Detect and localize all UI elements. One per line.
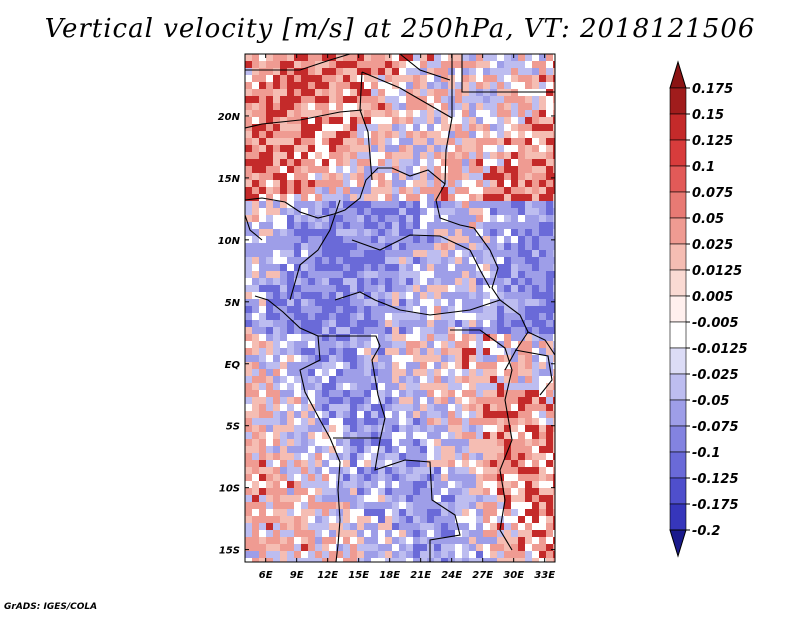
lat-tick: 10N	[218, 236, 555, 247]
colorbar-label: 0.025	[692, 238, 733, 253]
colorbar-label: 0.15	[692, 108, 724, 123]
lat-tick: 5S	[226, 422, 555, 433]
colorbar-swatch	[669, 217, 687, 245]
colorbar-swatch	[669, 477, 687, 505]
colorbar-swatch	[669, 347, 687, 375]
colorbar-swatch	[669, 451, 687, 479]
lon-tick: 24E	[441, 54, 462, 581]
colorbar-swatch	[669, 139, 687, 167]
lon-tick: 33E	[534, 54, 555, 581]
lat-tick-label: 15N	[218, 174, 241, 185]
lon-tick: 30E	[503, 54, 524, 581]
lon-tick-label: 15E	[348, 570, 369, 581]
country-borders	[245, 54, 555, 562]
colorbar-label: -0.025	[692, 368, 739, 383]
colorbar-label: -0.175	[692, 498, 739, 513]
colorbar: 0.175 0.15 0.125 0.1 0.075 0.05 0.025 0.0125 0.0…	[669, 60, 748, 558]
colorbar-label: -0.2	[692, 524, 720, 539]
lon-tick: 6E	[259, 54, 273, 581]
lon-tick: 21E	[410, 54, 431, 581]
lon-tick: 27E	[472, 54, 493, 581]
colorbar-label: 0.125	[692, 134, 733, 149]
lat-tick: 5N	[225, 298, 555, 309]
lat-tick: 15N	[218, 174, 555, 185]
lat-tick-label: 10S	[219, 484, 240, 495]
lon-tick-label: 6E	[259, 570, 273, 581]
lon-tick-label: 9E	[290, 570, 304, 581]
colorbar-swatch	[669, 87, 687, 115]
lon-tick-label: 12E	[317, 570, 338, 581]
lon-tick: 15E	[348, 54, 369, 581]
map-title: Vertical velocity [m/s] at 250hPa, VT: 2…	[44, 14, 756, 44]
lon-tick: 9E	[290, 54, 304, 581]
lon-tick-label: 33E	[534, 570, 555, 581]
colorbar-label: 0.075	[692, 186, 733, 201]
lat-tick-label: EQ	[225, 360, 241, 371]
colorbar-label: 0.05	[692, 212, 724, 227]
lat-tick: EQ	[225, 360, 555, 371]
lat-tick-label: 20N	[218, 112, 241, 123]
colorbar-label: 0.175	[692, 82, 733, 97]
lon-tick-label: 27E	[472, 570, 493, 581]
lon-tick: 12E	[317, 54, 338, 581]
lat-tick: 15S	[219, 546, 555, 557]
colorbar-label: -0.005	[692, 316, 739, 331]
colorbar-swatch	[669, 425, 687, 453]
lon-tick-label: 21E	[410, 570, 431, 581]
colorbar-swatch	[669, 321, 687, 349]
lat-tick-label: 10N	[218, 236, 241, 247]
lat-tick: 20N	[218, 112, 555, 123]
lat-tick-label: 5S	[226, 422, 240, 433]
lon-tick-label: 24E	[441, 570, 462, 581]
colorbar-label: 0.0125	[692, 264, 742, 279]
colorbar-swatch	[669, 191, 687, 219]
grads-credit: GrADS: IGES/COLA	[4, 602, 98, 612]
lat-tick-label: 5N	[225, 298, 241, 309]
colorbar-swatch	[669, 243, 687, 271]
colorbar-bottom-arrow	[669, 529, 687, 558]
colorbar-swatch	[669, 113, 687, 141]
map-frame	[244, 53, 556, 563]
lon-tick: 18E	[379, 54, 400, 581]
lat-tick: 10S	[219, 484, 555, 495]
lon-tick-label: 18E	[379, 570, 400, 581]
colorbar-label: -0.125	[692, 472, 739, 487]
colorbar-swatch	[669, 373, 687, 401]
colorbar-label: -0.05	[692, 394, 729, 409]
longitude-axis: 6E 9E 12E 15E 18E 21E 24E 27E 30E 33E	[259, 54, 555, 581]
colorbar-swatch	[669, 269, 687, 297]
colorbar-label: -0.1	[692, 446, 720, 461]
colorbar-label: -0.0125	[692, 342, 748, 357]
colorbar-label: -0.075	[692, 420, 739, 435]
colorbar-label: 0.005	[692, 290, 733, 305]
colorbar-swatch	[669, 399, 687, 427]
colorbar-swatch	[669, 165, 687, 193]
colorbar-top-arrow	[669, 60, 687, 89]
colorbar-label: 0.1	[692, 160, 715, 175]
latitude-axis: 20N 15N 10N 5N EQ 5S 10S 15S	[218, 112, 555, 557]
colorbar-swatch	[669, 295, 687, 323]
colorbar-swatch	[669, 503, 687, 531]
lon-tick-label: 30E	[503, 570, 524, 581]
lat-tick-label: 15S	[219, 546, 240, 557]
